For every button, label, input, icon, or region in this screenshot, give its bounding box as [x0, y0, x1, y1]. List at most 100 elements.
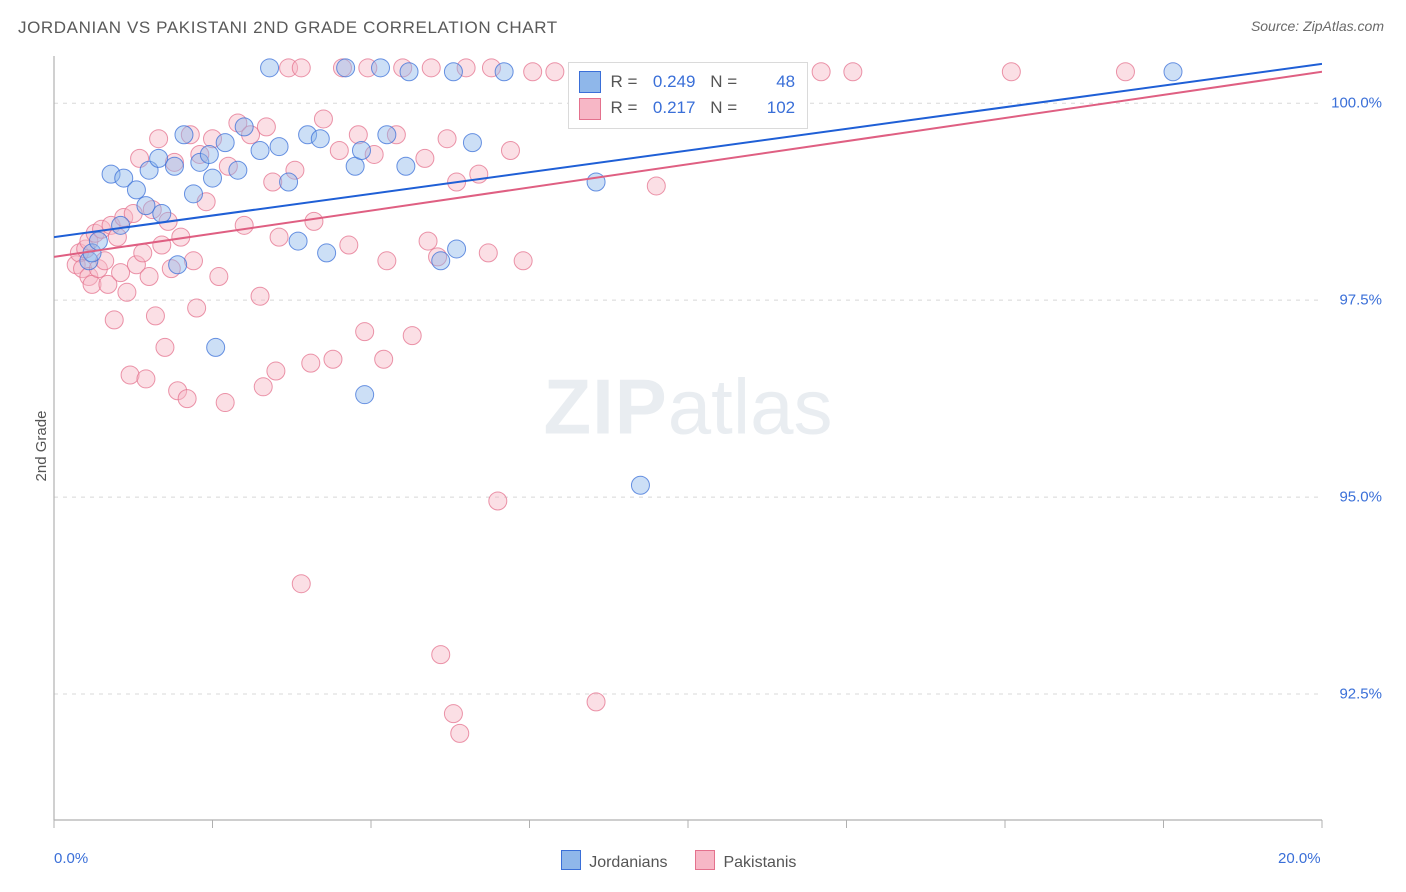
data-point: [257, 118, 275, 136]
data-point: [448, 240, 466, 258]
stat-N-value: 48: [747, 69, 795, 95]
data-point: [210, 268, 228, 286]
stat-N-value: 102: [747, 95, 795, 121]
x-end-label: 0.0%: [54, 850, 88, 867]
data-point: [324, 350, 342, 368]
data-point: [299, 126, 317, 144]
data-point: [153, 205, 171, 223]
data-point: [229, 114, 247, 132]
data-point: [546, 63, 564, 81]
data-point: [444, 705, 462, 723]
data-point: [387, 126, 405, 144]
data-point: [127, 181, 145, 199]
data-point: [280, 173, 298, 191]
data-point: [812, 63, 830, 81]
source-credit: Source: ZipAtlas.com: [1251, 18, 1384, 34]
data-point: [451, 724, 469, 742]
data-point: [286, 161, 304, 179]
data-point: [191, 145, 209, 163]
y-tick-label: 95.0%: [1339, 489, 1382, 506]
data-point: [83, 275, 101, 293]
points-layer: [54, 56, 1322, 820]
data-point: [99, 275, 117, 293]
data-point: [67, 256, 85, 274]
data-point: [150, 149, 168, 167]
trend-lines-layer: [54, 56, 1322, 820]
stat-N-label: N =: [705, 95, 737, 121]
data-point: [137, 370, 155, 388]
data-point: [197, 193, 215, 211]
data-point: [115, 208, 133, 226]
data-point: [448, 173, 466, 191]
data-point: [422, 59, 440, 77]
y-tick-label: 92.5%: [1339, 685, 1382, 702]
data-point: [172, 228, 190, 246]
data-point: [359, 59, 377, 77]
data-point: [200, 145, 218, 163]
stat-R-value: 0.217: [647, 95, 695, 121]
data-point: [118, 283, 136, 301]
data-point: [1164, 63, 1182, 81]
data-point: [356, 323, 374, 341]
stat-N-label: N =: [705, 69, 737, 95]
data-point: [365, 145, 383, 163]
legend-item: Pakistanis: [695, 850, 796, 872]
data-point: [216, 394, 234, 412]
data-point: [416, 149, 434, 167]
data-point: [844, 63, 862, 81]
data-point: [191, 153, 209, 171]
data-point: [302, 354, 320, 372]
data-point: [524, 63, 542, 81]
data-point: [74, 260, 92, 278]
data-point: [219, 157, 237, 175]
data-point: [314, 110, 332, 128]
data-point: [346, 157, 364, 175]
data-point: [261, 59, 279, 77]
watermark-atlas: atlas: [668, 363, 833, 451]
data-point: [235, 216, 253, 234]
data-point: [137, 197, 155, 215]
data-point: [349, 126, 367, 144]
data-point: [162, 260, 180, 278]
data-point: [254, 378, 272, 396]
legend-swatch-icon: [579, 71, 601, 93]
x-end-label: 20.0%: [1278, 850, 1321, 867]
data-point: [587, 173, 605, 191]
data-point: [80, 268, 98, 286]
data-point: [216, 134, 234, 152]
data-point: [333, 59, 351, 77]
data-point: [124, 205, 142, 223]
stat-R-value: 0.249: [647, 69, 695, 95]
data-point: [112, 264, 130, 282]
data-point: [378, 252, 396, 270]
data-point: [175, 126, 193, 144]
data-point: [115, 169, 133, 187]
data-point: [102, 165, 120, 183]
data-point: [93, 220, 111, 238]
data-point: [305, 212, 323, 230]
data-point: [432, 646, 450, 664]
legend-swatch-icon: [579, 98, 601, 120]
data-point: [251, 287, 269, 305]
legend-swatch-icon: [561, 850, 581, 870]
data-point: [280, 59, 298, 77]
grid-layer: [54, 56, 1322, 830]
data-point: [482, 59, 500, 77]
data-point: [251, 142, 269, 160]
data-point: [204, 169, 222, 187]
plot-area: ZIPatlas R =0.249 N =48R =0.217 N =102 9…: [54, 56, 1322, 820]
data-point: [438, 130, 456, 148]
data-point: [330, 142, 348, 160]
data-point: [587, 693, 605, 711]
data-point: [403, 327, 421, 345]
data-point: [204, 130, 222, 148]
data-point: [444, 63, 462, 81]
data-point: [181, 126, 199, 144]
data-point: [140, 268, 158, 286]
data-point: [267, 362, 285, 380]
legend-bottom: JordaniansPakistanis: [561, 850, 796, 872]
stats-row: R =0.249 N =48: [579, 69, 796, 95]
data-point: [207, 338, 225, 356]
data-point: [150, 130, 168, 148]
data-point: [463, 134, 481, 152]
